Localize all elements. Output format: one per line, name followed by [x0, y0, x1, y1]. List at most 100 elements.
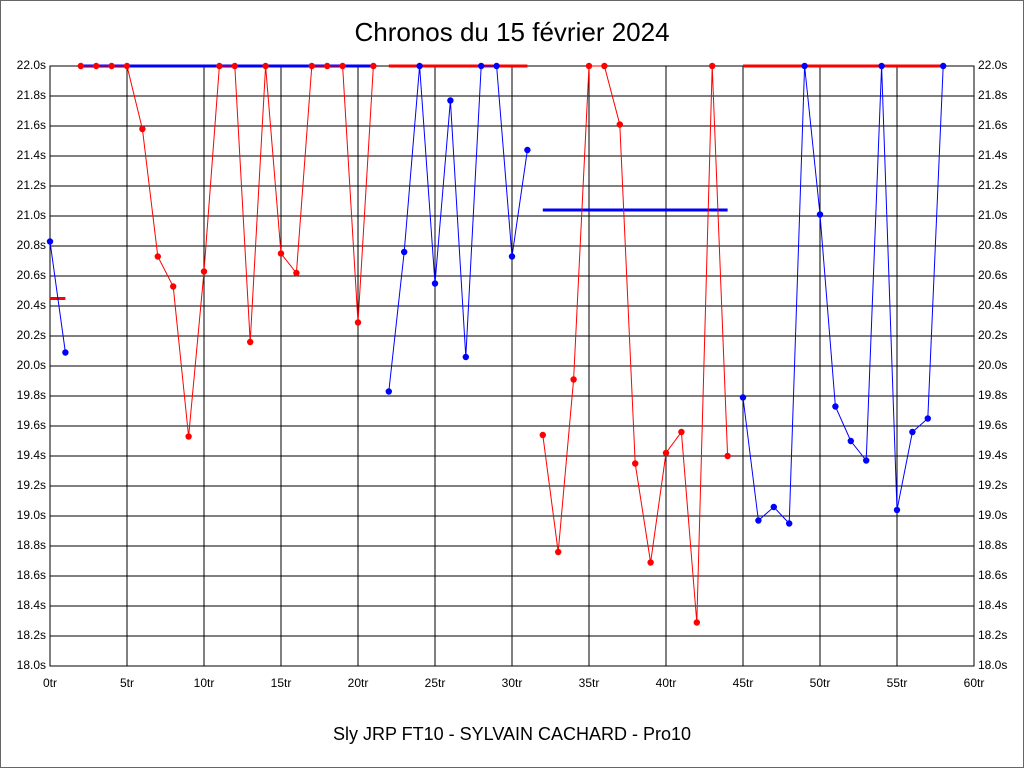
y-tick-label: 18.2s	[17, 628, 46, 642]
y2-tick-label: 20.8s	[978, 238, 1007, 252]
point	[46, 238, 54, 245]
point	[570, 376, 577, 383]
y-tick-label: 18.6s	[17, 568, 46, 582]
y-tick-label: 19.6s	[17, 418, 46, 432]
point	[139, 125, 146, 133]
y-tick-label: 20.0s	[17, 358, 46, 372]
point	[801, 62, 808, 70]
point	[431, 280, 439, 287]
point	[62, 349, 69, 356]
series-line	[388, 65, 528, 392]
point	[724, 452, 731, 460]
point	[77, 62, 85, 70]
x-tick-label: 60tr	[964, 676, 985, 690]
x-tick-label: 20tr	[348, 676, 369, 690]
x-tick-label: 40tr	[656, 676, 677, 690]
y-tick-label: 21.2s	[17, 178, 46, 192]
y2-tick-label: 20.4s	[978, 298, 1007, 312]
point	[185, 433, 192, 440]
y-tick-label: 20.4s	[17, 298, 46, 312]
y-tick-label: 21.6s	[17, 118, 46, 132]
x-tick-label: 55tr	[887, 676, 908, 690]
y2-tick-label: 18.6s	[978, 568, 1007, 582]
y2-tick-label: 21.0s	[978, 208, 1007, 222]
y-tick-label: 18.0s	[17, 658, 46, 672]
y-tick-label: 20.6s	[17, 268, 46, 282]
y-tick-label: 18.8s	[17, 538, 46, 552]
x-tick-label: 25tr	[425, 676, 446, 690]
point	[616, 121, 623, 128]
y2-tick-label: 21.2s	[978, 178, 1007, 192]
y2-tick-label: 19.4s	[978, 448, 1007, 462]
point	[893, 506, 901, 514]
point	[770, 503, 777, 511]
point	[154, 253, 161, 260]
point	[123, 62, 131, 70]
point	[277, 250, 285, 257]
y2-tick-label: 22.0s	[978, 58, 1007, 72]
point	[324, 62, 331, 70]
y-tick-label: 19.0s	[17, 508, 46, 522]
y2-tick-label: 20.2s	[978, 328, 1007, 342]
point	[262, 62, 269, 70]
point	[493, 62, 500, 70]
y2-tick-label: 19.8s	[978, 388, 1007, 402]
y2-tick-label: 21.6s	[978, 118, 1007, 132]
y2-tick-label: 21.8s	[978, 88, 1007, 102]
y-tick-label: 18.4s	[17, 598, 46, 612]
point	[693, 619, 700, 626]
point	[601, 62, 608, 70]
point	[170, 283, 177, 290]
y-tick-label: 21.0s	[17, 208, 46, 222]
point	[416, 62, 423, 70]
point	[909, 428, 916, 436]
y-tick-label: 19.2s	[17, 478, 46, 492]
y2-tick-label: 18.0s	[978, 658, 1007, 672]
point	[940, 62, 947, 70]
y2-tick-label: 19.0s	[978, 508, 1007, 522]
y2-tick-label: 18.8s	[978, 538, 1007, 552]
point	[662, 449, 670, 457]
point	[93, 62, 100, 70]
y-tick-label: 20.2s	[17, 328, 46, 342]
point	[863, 457, 870, 464]
point	[924, 415, 931, 422]
point	[539, 431, 546, 439]
x-tick-label: 0tr	[43, 676, 57, 690]
point	[293, 269, 300, 277]
series-line	[742, 65, 944, 525]
point	[832, 403, 839, 410]
chart-subtitle: Sly JRP FT10 - SYLVAIN CACHARD - Pro10	[333, 724, 691, 744]
x-tick-label: 5tr	[120, 676, 134, 690]
y2-tick-label: 21.4s	[978, 148, 1007, 162]
point	[308, 62, 315, 70]
point	[786, 520, 793, 527]
point	[354, 319, 362, 326]
point	[847, 437, 854, 445]
y2-tick-label: 19.2s	[978, 478, 1007, 492]
point	[385, 388, 392, 395]
y-tick-label: 19.8s	[17, 388, 46, 402]
x-tick-label: 10tr	[194, 676, 215, 690]
point	[478, 62, 485, 70]
point	[755, 517, 762, 524]
series-line	[49, 241, 66, 353]
x-tick-label: 35tr	[579, 676, 600, 690]
point	[401, 248, 408, 256]
point	[647, 559, 654, 566]
point	[462, 353, 469, 361]
y-tick-label: 19.4s	[17, 448, 46, 462]
point	[108, 62, 115, 70]
point	[231, 62, 238, 70]
point	[678, 428, 685, 436]
point	[339, 62, 346, 70]
y2-tick-label: 19.6s	[978, 418, 1007, 432]
point	[585, 62, 593, 70]
x-tick-label: 15tr	[271, 676, 292, 690]
y2-tick-label: 20.6s	[978, 268, 1007, 282]
x-tick-label: 30tr	[502, 676, 523, 690]
point	[247, 338, 254, 346]
x-tick-label: 45tr	[733, 676, 754, 690]
y-tick-label: 21.4s	[17, 148, 46, 162]
y2-tick-label: 20.0s	[978, 358, 1007, 372]
